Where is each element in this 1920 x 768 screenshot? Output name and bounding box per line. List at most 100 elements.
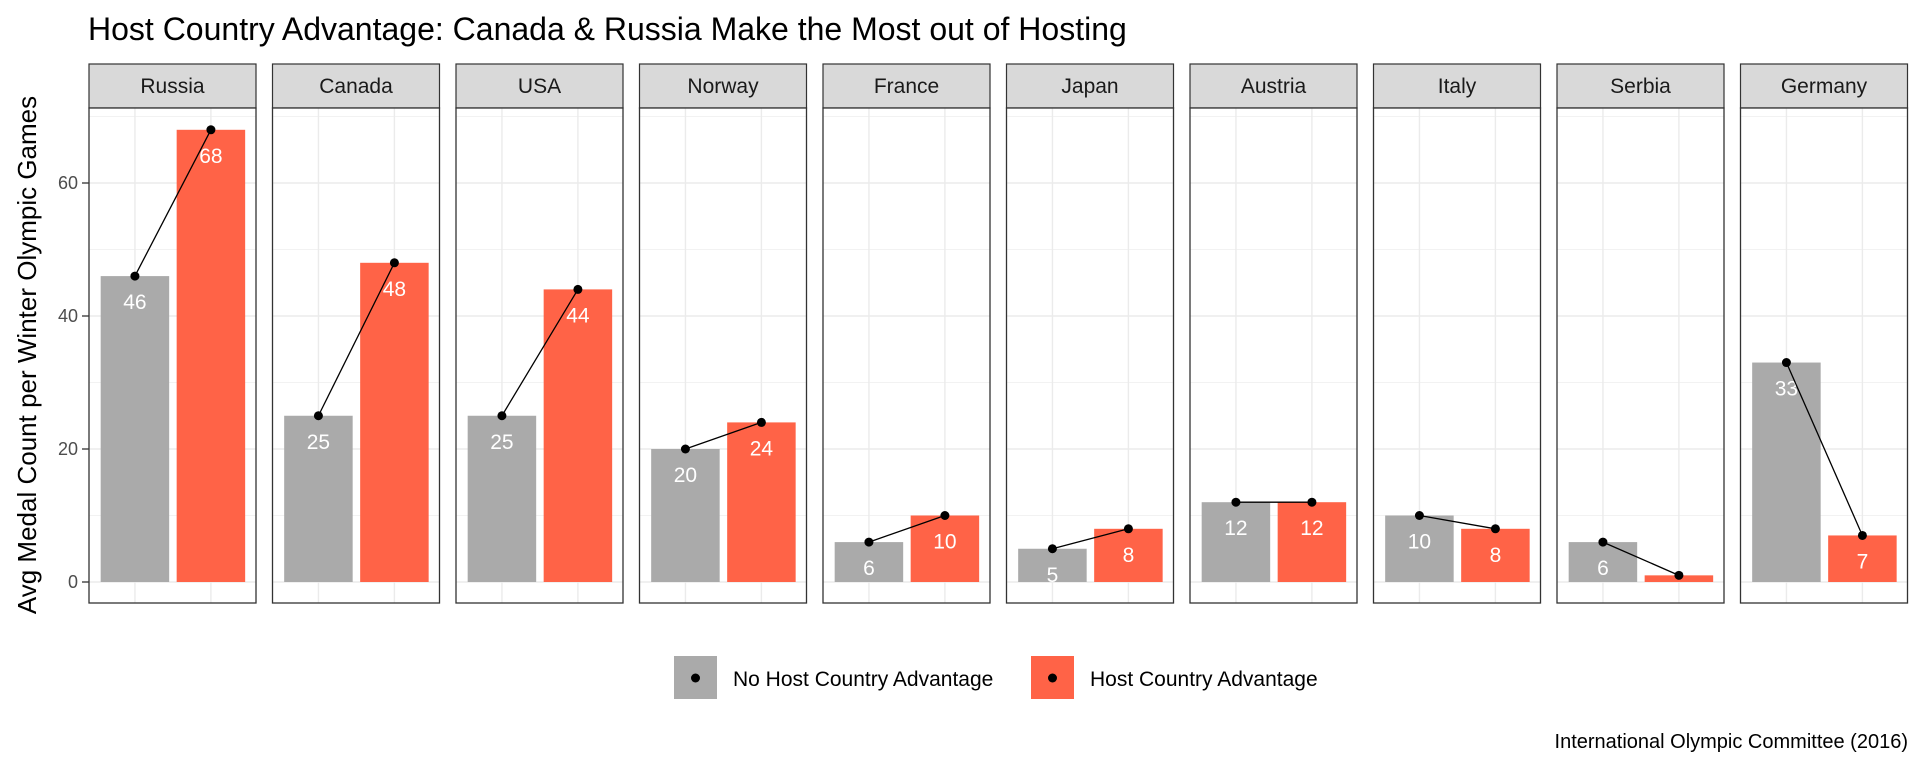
facet-strip bbox=[1739, 63, 1909, 109]
data-point bbox=[940, 511, 950, 520]
panel-border bbox=[271, 107, 441, 604]
data-point bbox=[1307, 497, 1317, 507]
facet-strip-label: USA bbox=[518, 75, 561, 98]
facet-strip-label: Russia bbox=[140, 75, 205, 98]
facet-strip-label: Italy bbox=[1438, 75, 1477, 98]
panel-border bbox=[822, 107, 991, 604]
connector-line bbox=[868, 514, 946, 543]
data-point bbox=[389, 258, 399, 268]
panel-background bbox=[1006, 108, 1174, 603]
facet-canada: Canada 25 48 bbox=[271, 63, 441, 604]
facet-strip bbox=[638, 63, 808, 109]
facet-japan: Japan 5 8 bbox=[1005, 63, 1175, 604]
data-point bbox=[1490, 524, 1500, 534]
bar bbox=[1568, 542, 1638, 582]
data-point bbox=[1674, 570, 1684, 580]
data-point bbox=[1414, 511, 1424, 520]
bar bbox=[834, 542, 904, 582]
facet-austria: Austria 12 12 bbox=[1189, 63, 1358, 604]
bar bbox=[1277, 502, 1347, 582]
bar-label: 44 bbox=[566, 304, 590, 327]
data-point bbox=[680, 444, 690, 454]
panel-border bbox=[1372, 107, 1542, 604]
data-point bbox=[130, 271, 140, 281]
facets-layer: Russia4668Canada2548USA2544Norway2024Fra… bbox=[88, 63, 1909, 604]
bar-label: 5 bbox=[1047, 564, 1059, 587]
data-point bbox=[1231, 497, 1241, 507]
bar-label: 20 bbox=[674, 464, 697, 487]
legend-point bbox=[1048, 673, 1057, 683]
connector-line bbox=[501, 289, 579, 417]
bar bbox=[284, 415, 353, 582]
bar-label: 33 bbox=[1775, 378, 1798, 401]
facet-strip-label: Japan bbox=[1061, 75, 1118, 98]
bar-label: 10 bbox=[933, 531, 956, 554]
legend-label: No Host Country Advantage bbox=[733, 668, 993, 691]
bar-label: 12 bbox=[1224, 517, 1247, 540]
facet-strip-label: Norway bbox=[687, 75, 759, 98]
panel-border bbox=[1005, 107, 1175, 604]
data-point bbox=[1781, 358, 1791, 368]
y-axis: 0 20 40 60 bbox=[58, 173, 89, 592]
bar-label: 6 bbox=[863, 557, 875, 580]
connector-line bbox=[1419, 514, 1496, 530]
panel-background bbox=[1557, 108, 1724, 603]
data-point bbox=[573, 284, 583, 294]
facet-strip-label: Serbia bbox=[1610, 75, 1671, 98]
legend: No Host Country Advantage Host Country Ad… bbox=[674, 656, 1318, 699]
panel-border bbox=[88, 107, 257, 604]
bar bbox=[1461, 528, 1530, 582]
data-point bbox=[864, 537, 874, 547]
data-point bbox=[1123, 524, 1133, 534]
y-tick-label: 60 bbox=[58, 173, 78, 193]
bar-label: 10 bbox=[1408, 531, 1431, 554]
data-point bbox=[1598, 537, 1608, 547]
bar bbox=[1094, 528, 1163, 582]
legend-label: Host Country Advantage bbox=[1090, 668, 1318, 691]
bar-label: 25 bbox=[490, 431, 513, 454]
bar bbox=[651, 449, 720, 582]
bar bbox=[1201, 502, 1271, 582]
bar-label: 48 bbox=[383, 278, 406, 301]
bar bbox=[176, 129, 246, 583]
data-point bbox=[313, 411, 323, 421]
panel-border bbox=[1739, 107, 1909, 604]
bar bbox=[1385, 515, 1454, 582]
facet-serbia: Serbia 6 bbox=[1556, 63, 1725, 604]
bar-label: 8 bbox=[1123, 544, 1135, 567]
connector-line bbox=[1052, 528, 1129, 550]
y-tick-label: 40 bbox=[58, 306, 78, 326]
y-tick-label: 20 bbox=[58, 439, 78, 459]
bar bbox=[1018, 548, 1087, 582]
y-axis-title: Avg Medal Count per Winter Olympic Games bbox=[12, 96, 42, 614]
bar bbox=[1752, 362, 1821, 582]
bar bbox=[467, 415, 537, 582]
panel-border bbox=[1556, 107, 1725, 604]
panel-border bbox=[638, 107, 808, 604]
connector-line bbox=[1602, 541, 1680, 576]
bar bbox=[910, 515, 980, 582]
bar-label: 68 bbox=[199, 145, 222, 168]
legend-point bbox=[691, 673, 700, 683]
bar-label: 24 bbox=[750, 437, 774, 460]
facet-strip-label: France bbox=[874, 75, 939, 98]
data-point bbox=[1857, 530, 1867, 540]
connector-line bbox=[317, 262, 395, 417]
facet-strip bbox=[271, 63, 441, 109]
facet-strip bbox=[1556, 63, 1725, 109]
bar bbox=[100, 276, 170, 582]
data-point bbox=[756, 417, 766, 427]
facet-strip bbox=[822, 63, 991, 109]
bar bbox=[360, 262, 429, 582]
data-point bbox=[1047, 544, 1057, 554]
connector-line bbox=[1785, 362, 1864, 536]
facet-italy: Italy 10 8 bbox=[1372, 63, 1542, 604]
connector-line bbox=[134, 129, 212, 277]
bar-label: 8 bbox=[1490, 544, 1502, 567]
facet-strip-label: Germany bbox=[1781, 75, 1868, 98]
facet-strip-label: Canada bbox=[319, 75, 393, 98]
data-point bbox=[206, 125, 216, 135]
bar-label: 6 bbox=[1597, 557, 1609, 580]
